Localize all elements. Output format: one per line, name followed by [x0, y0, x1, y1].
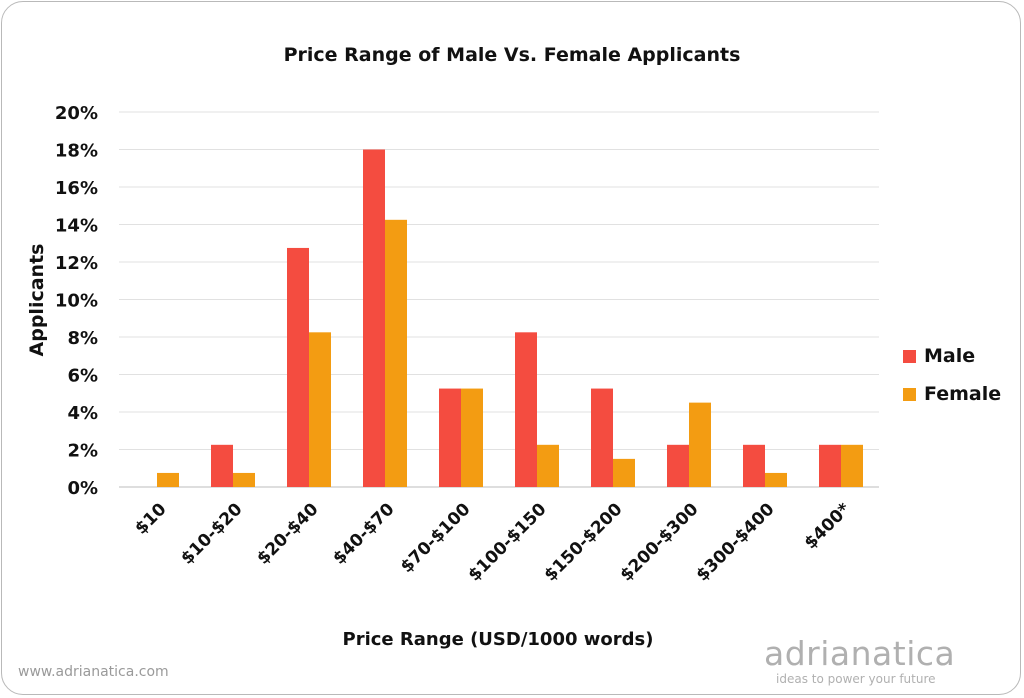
- x-axis-label: Price Range (USD/1000 words): [343, 629, 654, 650]
- y-tick-label: 8%: [67, 328, 98, 349]
- x-tick-label: $200-$300: [616, 499, 702, 585]
- bar-female: [841, 444, 863, 487]
- y-tick-label: 16%: [55, 178, 98, 199]
- bar-male: [667, 444, 689, 487]
- brand-name: adrianatica: [764, 634, 956, 673]
- bar-female: [157, 472, 179, 487]
- y-tick-label: 10%: [55, 291, 98, 312]
- x-tick-label: $10: [131, 499, 170, 538]
- bar-male: [287, 247, 309, 487]
- x-tick-label: $300-$400: [692, 499, 778, 585]
- legend-swatch-female: [903, 387, 916, 401]
- bar-male: [743, 444, 765, 487]
- y-tick-label: 0%: [67, 478, 98, 499]
- bar-male: [439, 388, 461, 487]
- bar-female: [461, 388, 483, 487]
- brand-logo: adrianatica ideas to power your future: [764, 634, 994, 687]
- legend-label-male: Male: [924, 345, 976, 367]
- legend-swatch-male: [903, 349, 916, 363]
- x-tick-label: $20-$40: [253, 499, 322, 568]
- y-axis-label: Applicants: [26, 244, 48, 357]
- bar-female: [613, 458, 635, 487]
- legend-item-male: Male: [903, 337, 1001, 375]
- brand-tagline: ideas to power your future: [776, 672, 936, 686]
- y-tick-labels: 0% 2% 4% 6% 8% 10% 12% 14% 16% 18% 20%: [55, 103, 98, 499]
- bar-male: [363, 149, 385, 487]
- bar-female: [309, 332, 331, 487]
- bar-male: [515, 332, 537, 487]
- bar-male: [211, 444, 233, 487]
- bar-female: [765, 472, 787, 487]
- y-tick-label: 14%: [55, 216, 98, 237]
- x-tick-labels: $10 $10-$20 $20-$40 $40-$70$70-$100$100-$15…: [131, 499, 854, 585]
- y-tick-label: 4%: [67, 403, 98, 424]
- bar-female: [385, 219, 407, 487]
- chart-title: Price Range of Male Vs. Female Applicant…: [283, 44, 741, 66]
- x-tick-label: $400*: [801, 499, 855, 553]
- y-tick-label: 6%: [67, 366, 98, 387]
- y-tick-label: 2%: [67, 441, 98, 462]
- y-tick-label: 18%: [55, 141, 98, 162]
- legend-label-female: Female: [924, 383, 1002, 405]
- y-tick-label: 12%: [55, 253, 98, 274]
- bar-male: [591, 388, 613, 487]
- site-url: www.adrianatica.com: [18, 664, 169, 680]
- bar-female: [233, 472, 255, 487]
- gridlines: [119, 111, 879, 488]
- legend-item-female: Female: [903, 375, 1001, 413]
- y-tick-label: 20%: [55, 103, 98, 124]
- bars: [157, 149, 863, 487]
- legend: Male Female: [903, 337, 1001, 413]
- x-tick-label: $100-$150: [464, 499, 550, 585]
- bar-female: [689, 402, 711, 487]
- x-tick-label: $40-$70: [329, 499, 398, 568]
- x-tick-label: $10-$20: [177, 499, 246, 568]
- bar-male: [819, 444, 841, 487]
- x-tick-label: $70-$100: [397, 499, 475, 577]
- bar-female: [537, 444, 559, 487]
- x-tick-label: $150-$200: [540, 499, 626, 585]
